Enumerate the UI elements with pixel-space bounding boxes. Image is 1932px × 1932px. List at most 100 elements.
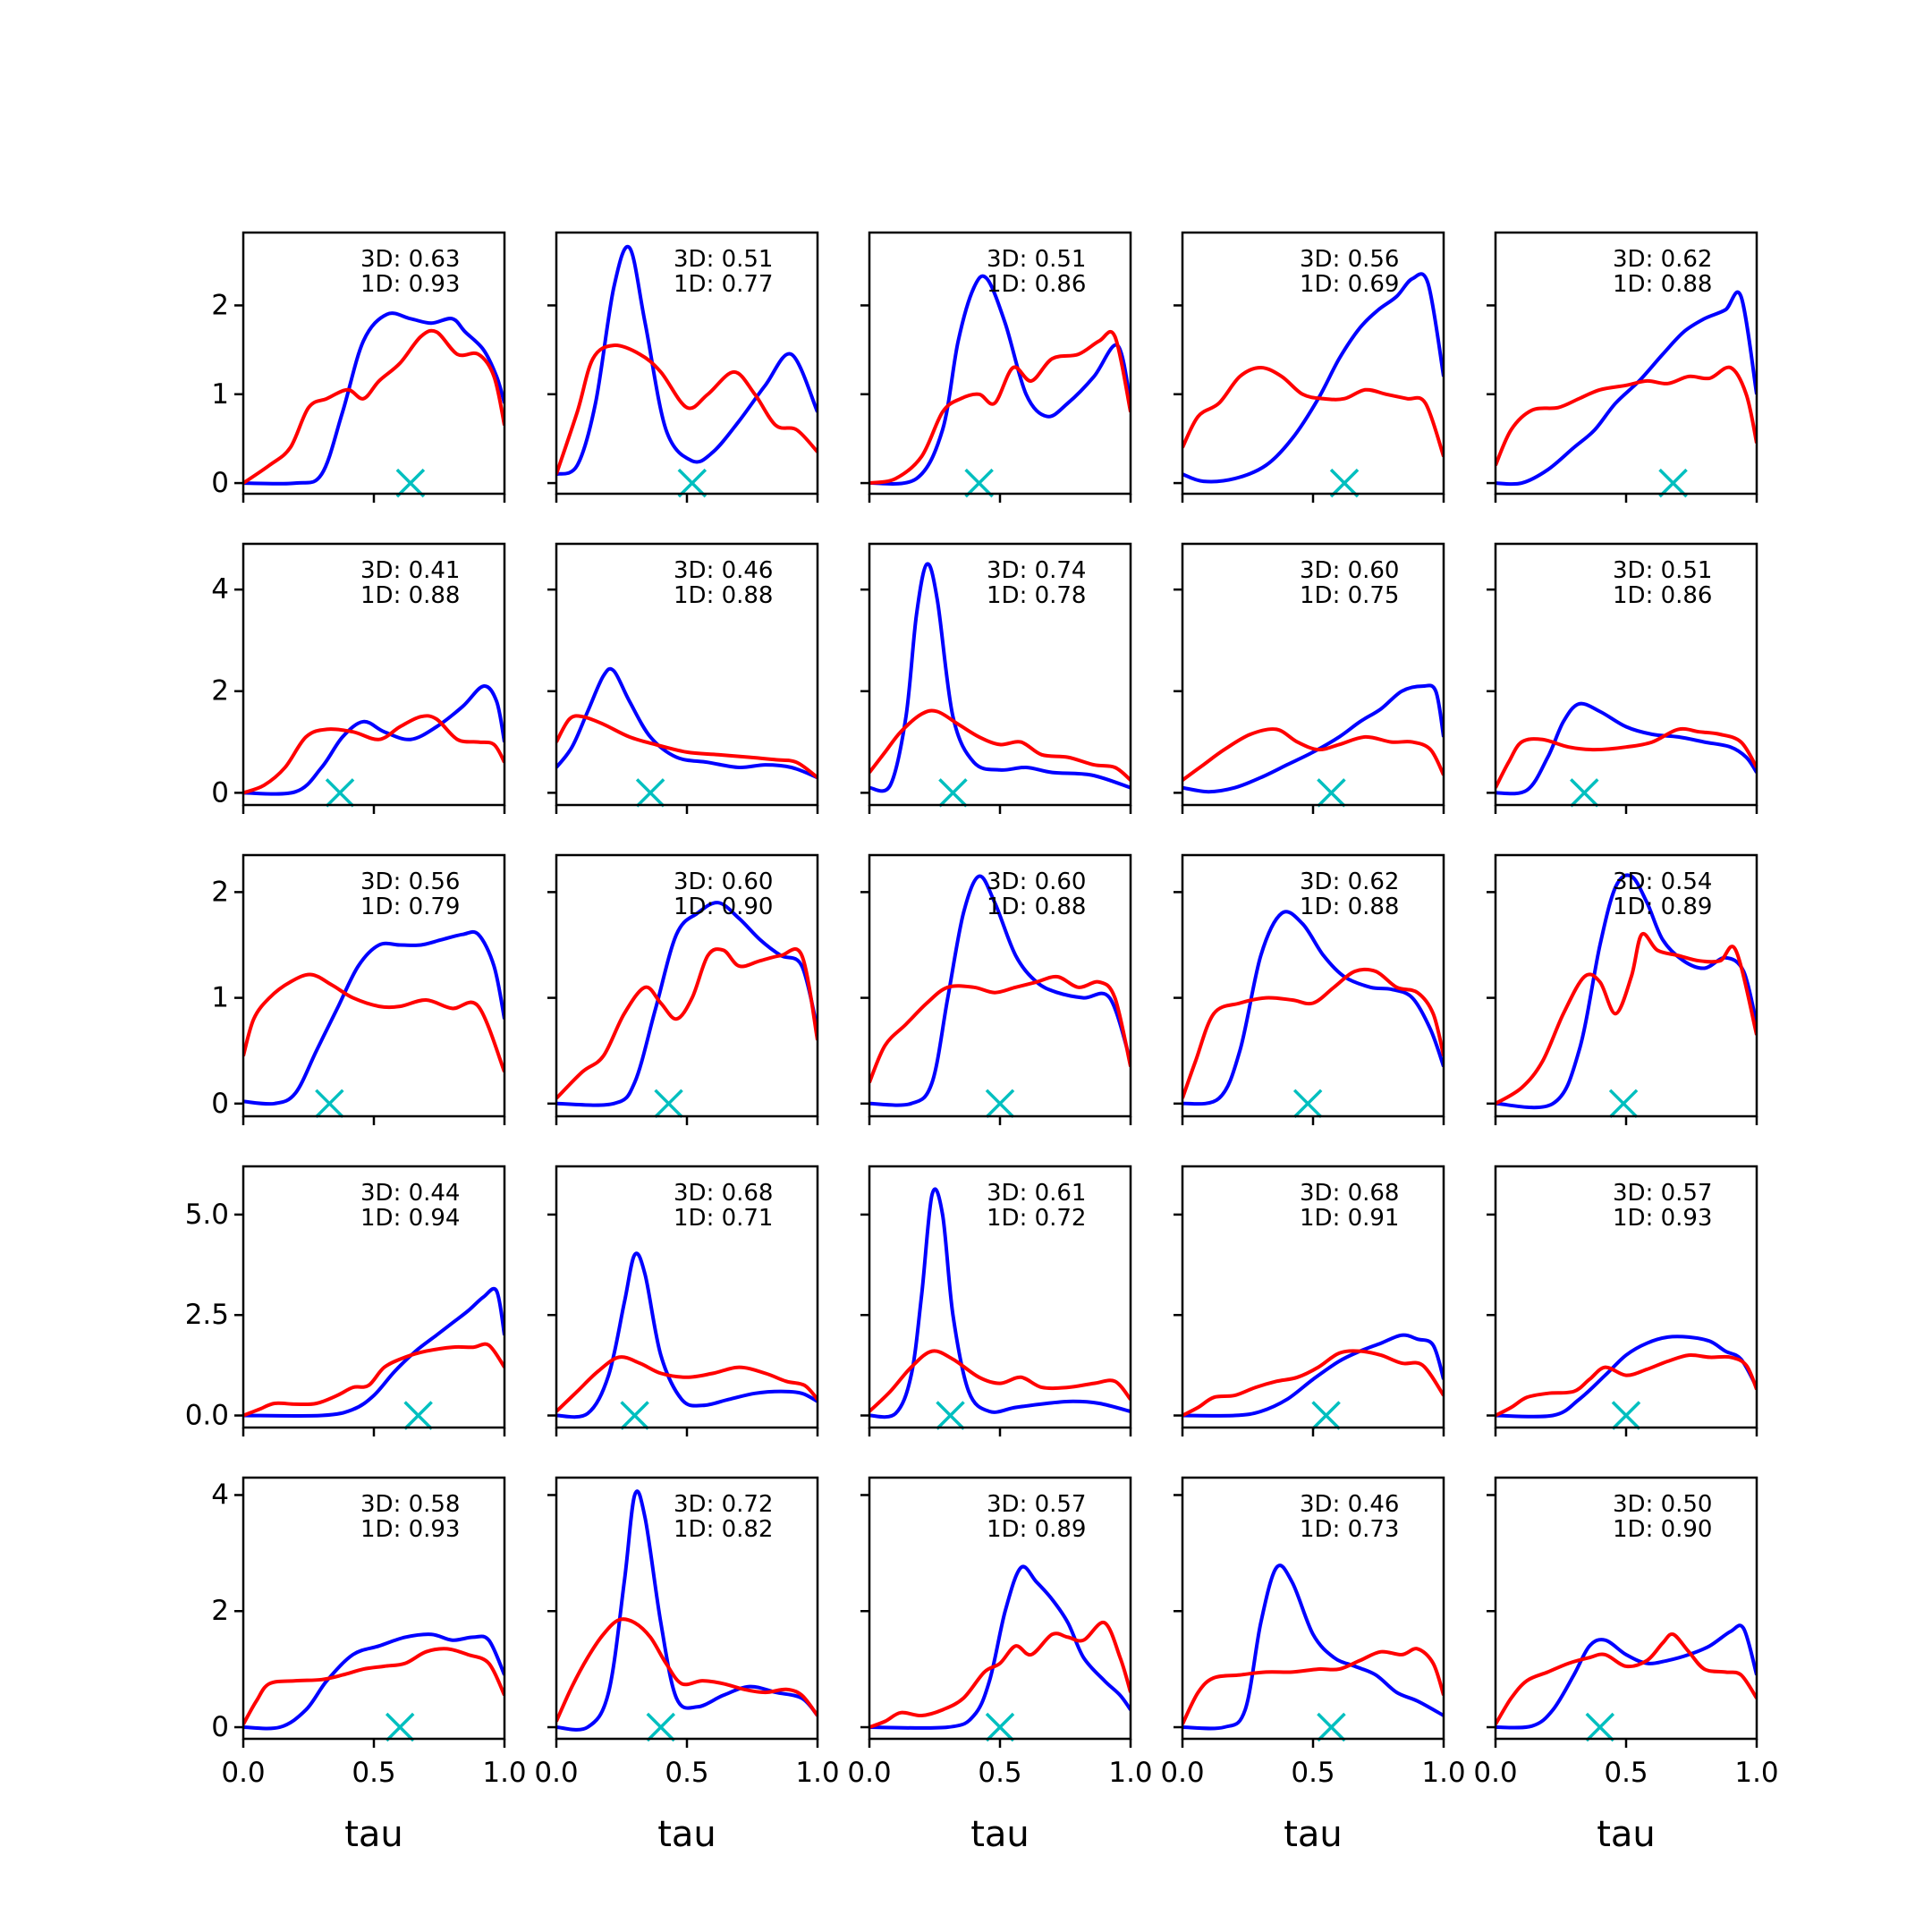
y-tick-label: 0 [211, 1711, 229, 1743]
annotation-1d: 1D: 0.90 [674, 894, 773, 920]
series-blue-line [1496, 1623, 1757, 1730]
series-red-line [1496, 1352, 1757, 1418]
annotation-1d: 1D: 0.82 [674, 1516, 773, 1543]
marker-x [985, 1712, 1015, 1742]
annotation-3d: 3D: 0.46 [1300, 1491, 1399, 1518]
marker-x [385, 1712, 415, 1742]
x-tick-label: 1.0 [1108, 1757, 1152, 1789]
x-tick-label: 0.0 [1160, 1757, 1204, 1789]
marker-x [315, 1089, 344, 1119]
annotation-1d: 1D: 0.88 [1300, 894, 1399, 920]
series-blue-line [243, 929, 504, 1106]
series-blue-line [1496, 1335, 1757, 1419]
marker-x [1329, 468, 1360, 498]
marker-x [635, 778, 665, 808]
annotation-1d: 1D: 0.93 [1613, 1205, 1712, 1232]
annotation-3d: 3D: 0.58 [360, 1491, 460, 1518]
annotation-3d: 3D: 0.60 [987, 869, 1086, 895]
series-blue-line [869, 1564, 1131, 1730]
x-axis-label: tau [1597, 1814, 1656, 1855]
y-tick-label: 2 [211, 289, 229, 321]
marker-x [1317, 778, 1346, 808]
x-tick-label: 0.5 [352, 1757, 395, 1789]
series-red-line [1496, 365, 1757, 467]
marker-x [1317, 1712, 1346, 1742]
x-tick-label: 0.5 [978, 1757, 1021, 1789]
marker-x [938, 778, 968, 808]
annotation-3d: 3D: 0.44 [360, 1180, 460, 1207]
marker-x [677, 468, 708, 498]
series-blue-line [1496, 701, 1757, 796]
annotation-1d: 1D: 0.86 [987, 271, 1086, 298]
marker-x [1585, 1712, 1615, 1742]
series-blue-line [243, 684, 504, 796]
series-red-line [1496, 726, 1757, 789]
series-red-line [1182, 1349, 1444, 1418]
series-red-line [869, 708, 1131, 782]
x-tick-label: 0.0 [221, 1757, 265, 1789]
annotation-3d: 3D: 0.51 [674, 246, 773, 273]
marker-x [1658, 468, 1688, 498]
series-blue-line [1182, 272, 1444, 484]
annotation-1d: 1D: 0.94 [360, 1205, 460, 1232]
series-blue-line [1182, 1333, 1444, 1418]
annotation-3d: 3D: 0.61 [987, 1180, 1086, 1207]
annotation-1d: 1D: 0.88 [987, 894, 1086, 920]
annotation-1d: 1D: 0.77 [674, 271, 773, 298]
series-blue-line [869, 274, 1131, 487]
series-red-line [869, 1349, 1131, 1413]
annotation-1d: 1D: 0.86 [1613, 582, 1712, 609]
series-red-line [556, 1617, 818, 1723]
series-blue-line [556, 244, 818, 477]
series-blue-line [869, 874, 1131, 1107]
annotation-1d: 1D: 0.88 [674, 582, 773, 609]
annotation-1d: 1D: 0.89 [1613, 894, 1712, 920]
y-tick-label: 1 [211, 982, 229, 1014]
x-tick-label: 0.5 [665, 1757, 708, 1789]
y-tick-label: 1 [211, 378, 229, 411]
series-blue-line [243, 1286, 504, 1418]
marker-x [936, 1401, 965, 1430]
marker-x [654, 1089, 683, 1119]
series-red-line [1182, 967, 1444, 1099]
marker-x [620, 1401, 649, 1430]
annotation-3d: 3D: 0.51 [987, 246, 1086, 273]
y-tick-label: 2 [211, 675, 229, 708]
x-tick-label: 0.0 [534, 1757, 578, 1789]
series-red-line [243, 328, 504, 485]
y-tick-label: 2 [211, 876, 229, 908]
y-tick-label: 4 [211, 1479, 229, 1511]
annotation-3d: 3D: 0.60 [674, 869, 773, 895]
x-tick-label: 1.0 [482, 1757, 526, 1789]
annotation-3d: 3D: 0.62 [1300, 869, 1399, 895]
series-red-line [1182, 727, 1444, 782]
x-axis-label: tau [344, 1814, 403, 1855]
series-blue-line [243, 311, 504, 486]
annotation-3d: 3D: 0.57 [1613, 1180, 1712, 1207]
annotation-1d: 1D: 0.88 [1613, 271, 1712, 298]
marker-x [1611, 1401, 1641, 1430]
annotation-1d: 1D: 0.88 [360, 582, 460, 609]
marker-x [1608, 1089, 1639, 1119]
annotation-3d: 3D: 0.68 [1300, 1180, 1399, 1207]
marker-x [646, 1712, 676, 1742]
series-blue-line [556, 666, 818, 780]
x-tick-label: 1.0 [1421, 1757, 1465, 1789]
marker-x [325, 778, 355, 808]
x-axis-label: tau [970, 1814, 1030, 1855]
annotation-1d: 1D: 0.79 [360, 894, 460, 920]
annotation-3d: 3D: 0.72 [674, 1491, 773, 1518]
x-tick-label: 0.5 [1291, 1757, 1335, 1789]
series-red-line [1496, 931, 1757, 1106]
